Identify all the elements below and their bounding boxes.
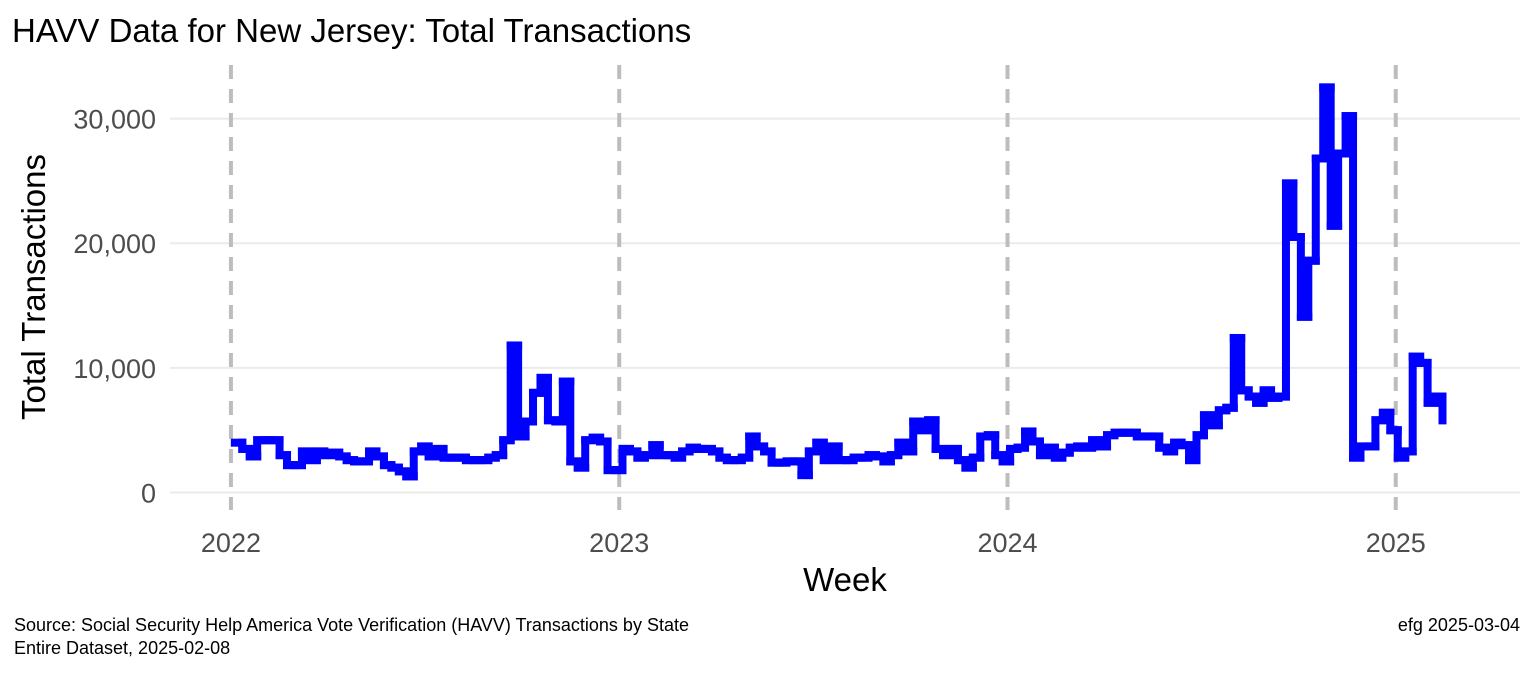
- x-tick-label: 2025: [1366, 528, 1426, 558]
- x-tick-label: 2024: [977, 528, 1037, 558]
- x-tick-label: 2022: [201, 528, 261, 558]
- x-tick-label: 2023: [589, 528, 649, 558]
- plot-area: [230, 83, 1447, 481]
- y-tick-label: 0: [141, 479, 156, 509]
- grid: [170, 65, 1520, 510]
- y-axis-label: Total Transactions: [15, 154, 52, 420]
- caption-dataset: Entire Dataset, 2025-02-08: [14, 638, 230, 658]
- y-tick-label: 30,000: [73, 105, 156, 135]
- caption-author: efg 2025-03-04: [1398, 615, 1520, 635]
- ticks: 0 10,000 20,000 30,000 2022 2023 2024 2025: [73, 105, 1425, 558]
- y-tick-label: 10,000: [73, 354, 156, 384]
- y-tick-label: 20,000: [73, 229, 156, 259]
- caption-source: Source: Social Security Help America Vot…: [14, 615, 689, 635]
- chart-title: HAVV Data for New Jersey: Total Transact…: [12, 12, 691, 49]
- x-axis-label: Week: [803, 561, 887, 598]
